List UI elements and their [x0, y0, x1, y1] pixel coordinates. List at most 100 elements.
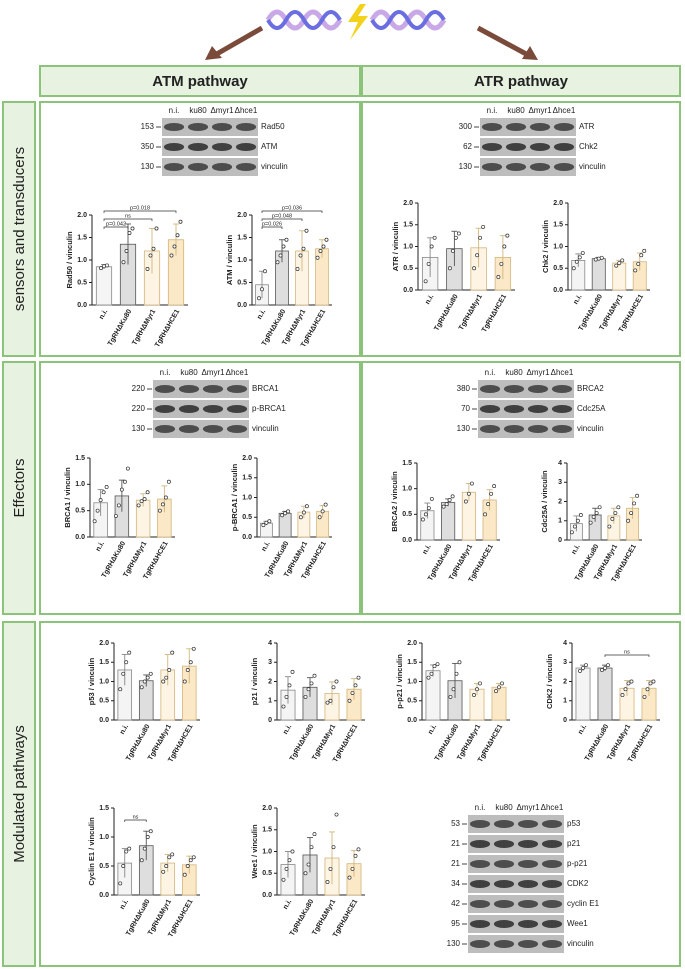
blot-strip: [153, 380, 249, 398]
mw-marker: 220: [132, 384, 146, 393]
data-point: [623, 687, 628, 692]
data-point: [98, 498, 103, 503]
y-tick-label: 0: [268, 717, 272, 724]
significance-bracket: [261, 218, 303, 221]
data-point: [475, 687, 479, 692]
data-point: [472, 693, 476, 697]
data-point: [475, 253, 480, 258]
data-point: [632, 501, 637, 506]
bar: [612, 262, 627, 291]
band: [154, 385, 176, 393]
y-tick-label: 0.5: [402, 511, 412, 518]
header: ATM pathway: [152, 73, 248, 90]
band: [529, 163, 551, 171]
data-point: [423, 512, 428, 517]
significance-label: ns: [624, 649, 630, 655]
band: [187, 163, 209, 171]
band: [479, 405, 501, 413]
bar: [278, 512, 292, 538]
band: [469, 900, 491, 908]
row-label: Modulated pathways: [11, 725, 28, 863]
band: [178, 425, 200, 433]
lane-label: n.i.: [169, 106, 180, 115]
lane-label: Δhce1: [551, 368, 574, 377]
data-point: [127, 650, 132, 655]
data-point: [496, 275, 501, 279]
data-point: [267, 519, 272, 524]
y-tick-label: 0.5: [75, 508, 85, 515]
y-tick-label: 1: [558, 518, 562, 525]
data-point: [347, 875, 352, 880]
data-point: [469, 481, 474, 486]
x-tick-label: n.i.: [424, 293, 435, 305]
blot-strip: [478, 380, 574, 398]
data-point: [325, 880, 330, 884]
mw-marker: 153: [141, 122, 155, 131]
data-point: [182, 872, 187, 877]
band: [469, 840, 491, 848]
mw-marker: 350: [141, 142, 155, 151]
x-tick-label: n.i.: [572, 293, 583, 305]
data-point: [635, 493, 640, 498]
data-point: [145, 675, 150, 680]
significance-label: p=0.036: [282, 205, 302, 211]
data-point: [317, 515, 322, 520]
y-axis-label: Chk2 / vinculin: [541, 220, 550, 273]
y-tick-label: 1.0: [553, 243, 563, 250]
data-point: [175, 233, 180, 238]
data-point: [575, 518, 580, 523]
band: [503, 425, 525, 433]
band: [235, 163, 257, 171]
blot-label: cyclin E1: [567, 899, 600, 908]
y-tick-label: 1.5: [403, 222, 413, 229]
data-point: [167, 668, 172, 672]
data-point: [441, 504, 446, 509]
data-point: [136, 503, 141, 508]
data-point: [99, 266, 103, 271]
data-point: [306, 687, 311, 692]
data-point: [347, 698, 352, 703]
band: [517, 860, 539, 868]
x-tick-label: n.i.: [98, 308, 109, 320]
y-tick-label: 1.5: [262, 827, 272, 834]
x-tick-label: n.i.: [422, 543, 433, 555]
band: [551, 385, 573, 393]
lane-label: Δmyr1: [516, 803, 540, 812]
blot-label: p21: [567, 839, 581, 848]
band: [163, 143, 185, 151]
data-point: [334, 812, 339, 817]
blot-label: ATM: [261, 142, 278, 151]
data-point: [121, 864, 126, 868]
data-point: [614, 263, 619, 268]
y-tick-label: 1.5: [99, 805, 109, 812]
data-point: [328, 866, 333, 871]
band: [493, 900, 515, 908]
data-point: [191, 646, 196, 651]
blot-strip: [480, 118, 576, 136]
x-tick-label: n.i.: [282, 898, 293, 910]
x-tick-label: n.i.: [282, 723, 293, 735]
band: [505, 123, 527, 131]
band: [517, 900, 539, 908]
bar: [591, 258, 606, 291]
x-tick-label: n.i.: [427, 723, 438, 735]
band: [178, 385, 200, 393]
blot-label: BRCA2: [577, 384, 604, 393]
data-point: [264, 520, 269, 525]
data-point: [263, 269, 267, 274]
y-tick-label: 1.5: [242, 475, 252, 482]
data-point: [284, 237, 289, 242]
blot-strip: [153, 400, 249, 418]
band: [235, 143, 257, 151]
blot-label: p53: [567, 819, 581, 828]
band: [469, 920, 491, 928]
data-point: [309, 681, 314, 686]
row-label-box: [2, 621, 36, 967]
y-axis-label: Cyclin E1 / vinculin: [87, 817, 96, 886]
significance-bracket: [124, 819, 147, 822]
data-point: [130, 226, 135, 231]
y-tick-label: 2.0: [237, 212, 247, 219]
data-point: [185, 668, 190, 672]
data-point: [499, 261, 504, 266]
y-tick-label: 0: [563, 717, 567, 724]
